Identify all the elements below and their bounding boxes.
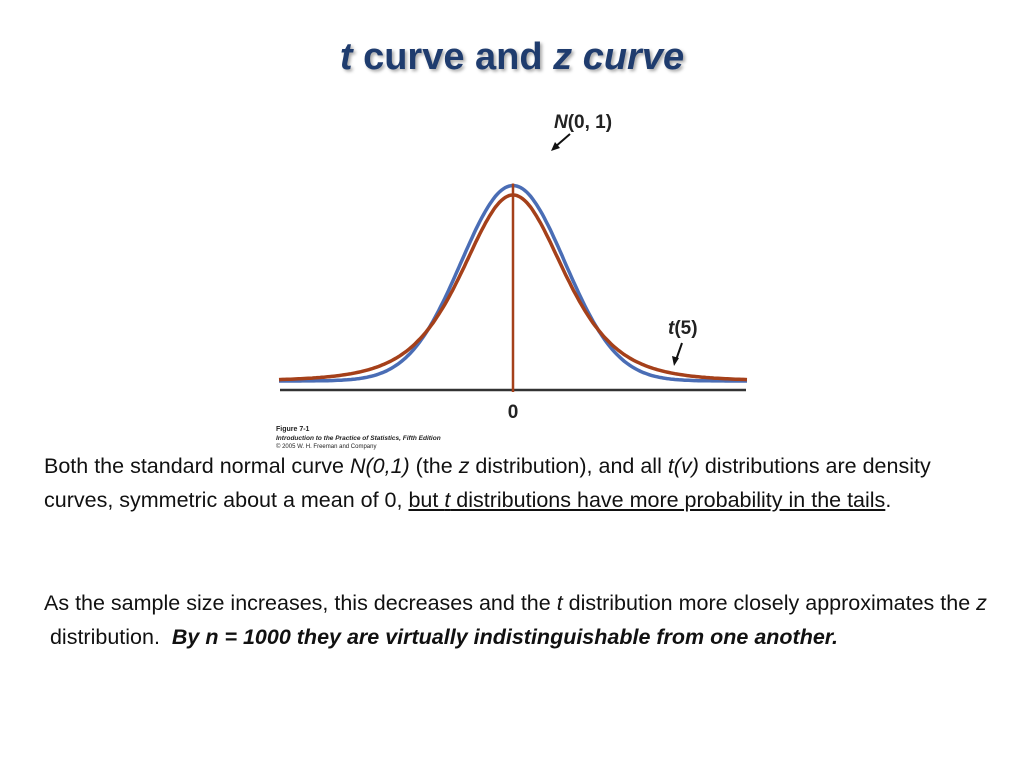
p2-s2: t: [556, 591, 563, 615]
figure-caption-copyright: © 2005 W. H. Freeman and Company: [276, 443, 376, 450]
p1-s10: distributions have more probability in t…: [450, 487, 886, 512]
p1-s1: Both the standard normal curve: [44, 454, 350, 478]
p1-s7: distributions are density curves, symmet…: [44, 454, 931, 512]
p1-s8: but: [408, 487, 445, 512]
normal-label-italic: N: [554, 112, 569, 133]
title-t: t: [339, 36, 353, 78]
paragraph-2: As the sample size increases, this decre…: [44, 587, 989, 654]
p1-s4: z: [458, 454, 470, 478]
figure-caption-book: Introduction to the Practice of Statisti…: [276, 435, 441, 442]
p2-s6: By n = 1000 they are virtually indisting…: [171, 624, 838, 649]
p1-s5: distribution), and all: [469, 454, 668, 478]
p2-s3: distribution more closely approximates t…: [562, 591, 977, 615]
title-z-curve: z curve: [553, 36, 685, 78]
normal-label-rest: (0, 1): [568, 112, 612, 133]
p1-s2: N(0,1): [349, 454, 410, 478]
t-series-label: t(5): [668, 318, 698, 339]
p1-underlined: but t distributions have more probabilit…: [408, 488, 885, 512]
p1-s9: t: [444, 487, 451, 512]
x-tick-label-0: 0: [508, 402, 519, 423]
p1-s11: .: [885, 487, 892, 512]
slide-title: t curve and z curve: [0, 36, 1024, 79]
figure-caption-number: Figure 7-1: [276, 426, 310, 433]
normal-label-arrowhead: [551, 142, 560, 151]
p2-s5: distribution.: [44, 624, 172, 649]
p2-s1: As the sample size increases, this decre…: [44, 591, 557, 615]
t-label-arrowhead: [672, 356, 679, 366]
normal-label-arrow: [554, 133, 571, 148]
normal-series-label: N(0, 1): [554, 112, 612, 133]
t-label-italic: t: [668, 318, 675, 339]
p1-s6: t(v): [667, 454, 699, 478]
p2-s4: z: [976, 591, 987, 615]
t-label-rest: (5): [674, 318, 697, 339]
t-label-arrow: [675, 342, 683, 361]
p1-s3: (the: [409, 454, 459, 478]
paragraph-1: Both the standard normal curve N(0,1) (t…: [44, 450, 989, 517]
distribution-chart: 0 N(0, 1) t(5) Figure 7-1 Introduction t…: [276, 112, 748, 450]
title-middle: curve and: [352, 36, 554, 78]
